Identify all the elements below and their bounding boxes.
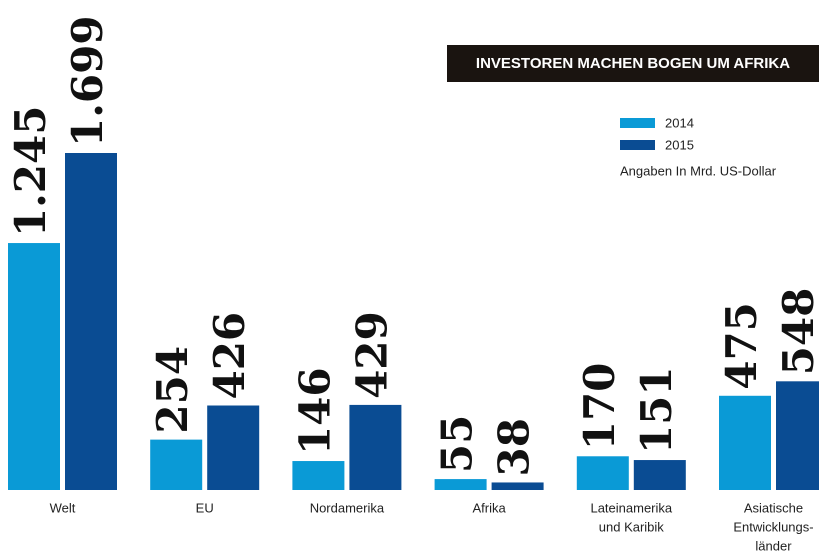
chart-title: INVESTOREN MACHEN BOGEN UM AFRIKA (476, 55, 790, 72)
value-label: 548 (774, 288, 819, 376)
x-tick-label: Afrika (472, 500, 506, 515)
note: Angaben In Mrd. US-Dollar (620, 163, 777, 178)
value-label: 55 (433, 415, 482, 473)
x-tick-label: Nordamerika (310, 500, 385, 515)
value-label: 1.699 (63, 15, 112, 147)
value-label: 426 (205, 312, 254, 400)
value-label: 170 (575, 363, 624, 451)
value-label: 38 (490, 418, 539, 476)
bar (292, 461, 345, 490)
x-tick-label: Lateinamerika (590, 500, 672, 515)
legend-label: 2014 (665, 115, 694, 130)
bar (349, 404, 402, 490)
value-label: 429 (347, 311, 396, 399)
x-tick-label: und Karibik (599, 519, 665, 534)
x-tick-label: länder (755, 538, 792, 553)
title-box (447, 45, 819, 82)
x-tick-label: Asiatische (744, 500, 803, 515)
legend-swatch (620, 140, 655, 150)
bar (207, 405, 260, 490)
bar (776, 381, 819, 490)
bar (8, 243, 60, 490)
x-tick-label: Entwicklungs- (733, 519, 813, 534)
bar (491, 482, 544, 490)
legend-swatch (620, 118, 655, 128)
bar (719, 395, 771, 490)
bar (434, 479, 487, 490)
value-label: 151 (632, 366, 681, 454)
x-tick-label: Welt (50, 500, 76, 515)
bar (65, 153, 117, 490)
x-tick-label: EU (196, 500, 214, 515)
legend-label: 2015 (665, 137, 694, 152)
value-label: 254 (148, 346, 197, 434)
bar (150, 439, 203, 490)
value-label: 475 (717, 302, 766, 390)
bar (576, 456, 629, 490)
value-label: 1.245 (6, 106, 55, 238)
value-label: 146 (290, 367, 339, 455)
bar (633, 460, 686, 490)
